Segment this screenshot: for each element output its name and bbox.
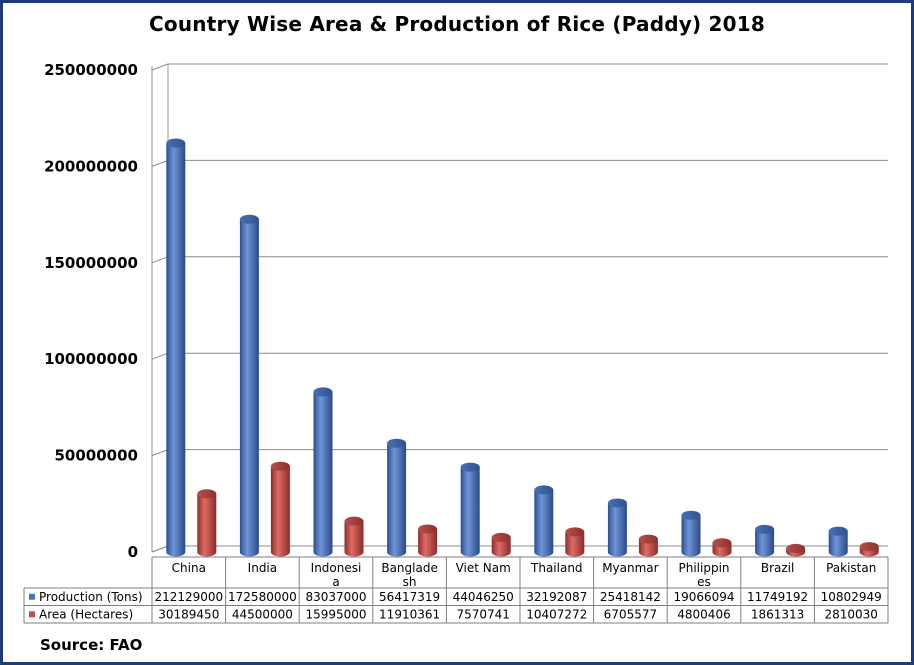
data-label: 15995000 bbox=[305, 607, 366, 621]
data-label: 10407272 bbox=[526, 607, 587, 621]
data-label: 4800406 bbox=[677, 607, 730, 621]
bar-production bbox=[828, 531, 848, 557]
x-tick-label: India bbox=[248, 561, 277, 575]
bar-production bbox=[755, 529, 775, 557]
gridline-diag bbox=[151, 63, 169, 71]
x-tick-label: sh bbox=[403, 575, 417, 589]
bar-production-top bbox=[607, 498, 627, 508]
y-tick-label: 0 bbox=[128, 543, 138, 561]
bar-production-top bbox=[166, 138, 186, 148]
data-label: 212129000 bbox=[154, 590, 223, 604]
data-label: 32192087 bbox=[526, 590, 587, 604]
x-tick-label: Pakistan bbox=[826, 561, 876, 575]
bar-area-top bbox=[786, 543, 806, 553]
bar-production-top bbox=[239, 214, 259, 224]
legend-key bbox=[29, 611, 35, 618]
x-tick-label: a bbox=[332, 575, 339, 589]
data-label: 10802949 bbox=[821, 590, 882, 604]
bar-area bbox=[638, 539, 658, 557]
x-tick-label: Viet Nam bbox=[456, 561, 511, 575]
bar-production bbox=[681, 515, 701, 557]
data-label: 11749192 bbox=[747, 590, 808, 604]
legend-label: Production (Tons) bbox=[39, 590, 143, 604]
gridline-diag bbox=[151, 449, 169, 457]
bar-production bbox=[166, 143, 186, 557]
data-label: 56417319 bbox=[379, 590, 440, 604]
bar-production-top bbox=[681, 510, 701, 520]
legend-label: Area (Hectares) bbox=[39, 607, 133, 621]
x-tick-label: Myanmar bbox=[602, 561, 658, 575]
bar-production bbox=[387, 443, 407, 557]
data-label: 7570741 bbox=[456, 607, 509, 621]
data-label: 11910361 bbox=[379, 607, 440, 621]
chart-title: Country Wise Area & Production of Rice (… bbox=[149, 12, 765, 36]
bar-production-top bbox=[755, 524, 775, 534]
bar-production bbox=[460, 467, 480, 557]
gridline-diag bbox=[151, 159, 169, 167]
bar-area-top bbox=[565, 527, 585, 537]
x-tick-label: Indonesi bbox=[311, 561, 362, 575]
bar-area-top bbox=[491, 532, 511, 542]
x-tick-label: es bbox=[697, 575, 711, 589]
data-label: 172580000 bbox=[228, 590, 297, 604]
data-label: 44046250 bbox=[453, 590, 514, 604]
data-label: 2810030 bbox=[824, 607, 877, 621]
bar-area bbox=[270, 466, 290, 557]
data-label: 1861313 bbox=[751, 607, 804, 621]
bar-production bbox=[313, 391, 333, 557]
bar-area bbox=[344, 521, 364, 557]
bar-area bbox=[491, 537, 511, 557]
x-tick-label: Thailand bbox=[530, 561, 583, 575]
gridline-diag bbox=[151, 256, 169, 264]
bar-area-top bbox=[638, 534, 658, 544]
bar-area-top bbox=[197, 489, 217, 499]
data-label: 6705577 bbox=[604, 607, 657, 621]
data-label: 19066094 bbox=[673, 590, 734, 604]
x-tick-label: Banglade bbox=[381, 561, 438, 575]
y-tick-label: 50000000 bbox=[55, 447, 139, 465]
bar-production-top bbox=[313, 387, 333, 397]
bar-production bbox=[534, 489, 554, 557]
bar-production bbox=[239, 219, 259, 557]
x-tick-label: Philippin bbox=[678, 561, 729, 575]
y-tick-label: 250000000 bbox=[44, 61, 138, 79]
bar-production-top bbox=[534, 485, 554, 495]
gridline-diag bbox=[151, 352, 169, 360]
bars-layer bbox=[166, 138, 879, 557]
x-tick-label: China bbox=[172, 561, 206, 575]
bar-production-top bbox=[828, 526, 848, 536]
bar-area bbox=[197, 493, 217, 557]
bar-area bbox=[565, 531, 585, 557]
data-label: 30189450 bbox=[158, 607, 219, 621]
data-label: 25418142 bbox=[600, 590, 661, 604]
bar-area-top bbox=[270, 461, 290, 471]
source-note: Source: FAO bbox=[40, 636, 143, 654]
bar-area-top bbox=[344, 516, 364, 526]
y-tick-label: 150000000 bbox=[44, 254, 138, 272]
bar-area-top bbox=[418, 524, 438, 534]
bar-production bbox=[607, 502, 627, 557]
legend-key bbox=[29, 593, 35, 600]
bar-production-top bbox=[387, 438, 407, 448]
y-tick-label: 100000000 bbox=[44, 350, 138, 368]
bar-area bbox=[418, 529, 438, 557]
bar-production-top bbox=[460, 462, 480, 472]
y-tick-label: 200000000 bbox=[44, 157, 138, 175]
bar-area-top bbox=[712, 538, 732, 548]
x-tick-label: Brazil bbox=[761, 561, 795, 575]
data-label: 83037000 bbox=[305, 590, 366, 604]
bar-area-top bbox=[859, 542, 879, 552]
data-label: 44500000 bbox=[232, 607, 293, 621]
gridline-diag bbox=[151, 545, 169, 553]
